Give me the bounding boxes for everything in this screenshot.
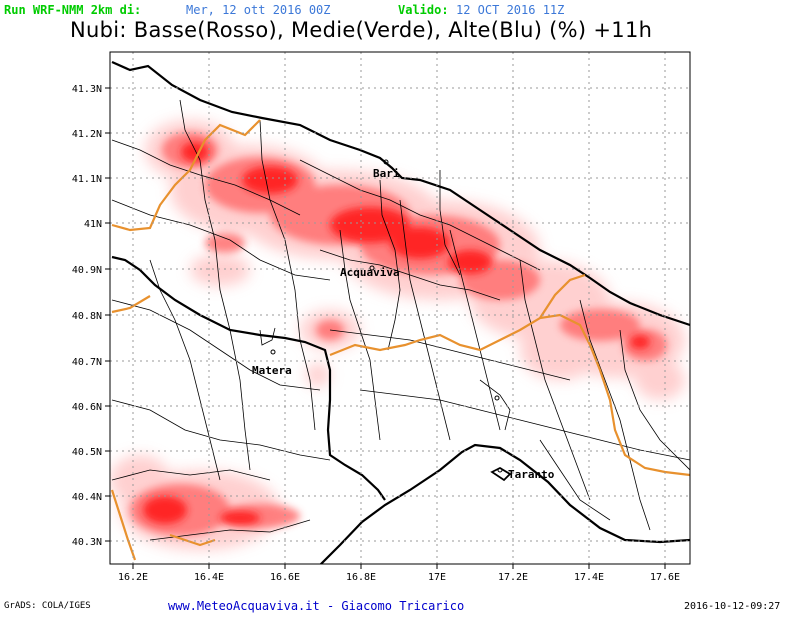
y-tick-label: 40.7N [72,357,102,368]
y-tick-label: 41N [84,219,102,230]
y-tick-label: 40.8N [72,311,102,322]
y-tick-label: 40.4N [72,492,102,503]
x-tick-label: 16.4E [194,572,224,583]
y-tick-label: 40.9N [72,265,102,276]
coastline-south [319,443,690,564]
y-tick-label: 40.3N [72,537,102,548]
y-tick-label: 40.6N [72,402,102,413]
y-tick-label: 41.2N [72,129,102,140]
valid-date: 12 OCT 2016 11Z [456,3,565,17]
timestamp: 2016-10-12-09:27 [684,601,781,612]
municipal-boundaries [111,99,690,541]
regional-boundaries [111,255,386,501]
coastline [111,60,690,327]
x-tick-label: 16.6E [270,572,300,583]
x-tick-label: 17.6E [650,572,680,583]
city-label-matera: Matera [252,364,292,377]
x-tick-label: 17E [428,572,446,583]
map-title: Nubi: Basse(Rosso), Medie(Verde), Alte(B… [70,18,653,42]
valid-label: Valido: [398,3,449,17]
city-label-acquaviva: Acquaviva [340,266,400,279]
coastline-gulf-inlet [490,466,512,482]
y-tick-label: 40.5N [72,447,102,458]
y-tick-label: 41.3N [72,84,102,95]
city-label-taranto: Taranto [508,468,555,481]
x-tick-marks [132,564,666,569]
x-tick-label: 16.2E [118,572,148,583]
x-tick-label: 17.2E [498,572,528,583]
x-tick-label: 16.8E [346,572,376,583]
city-label-bari: Bari [373,167,400,180]
x-tick-label: 17.4E [574,572,604,583]
run-date: Mer, 12 ott 2016 00Z [186,3,331,17]
map-frame [109,51,691,565]
site-credit-link[interactable]: www.MeteoAcquaviva.it - Giacomo Tricaric… [168,599,465,613]
y-tick-marks [105,87,110,542]
grads-credit: GrADS: COLA/IGES [4,601,91,611]
y-tick-label: 41.1N [72,174,102,185]
run-label: Run WRF-NMM 2km di: [4,3,142,17]
city-markers [270,159,503,473]
gridlines [110,52,690,564]
